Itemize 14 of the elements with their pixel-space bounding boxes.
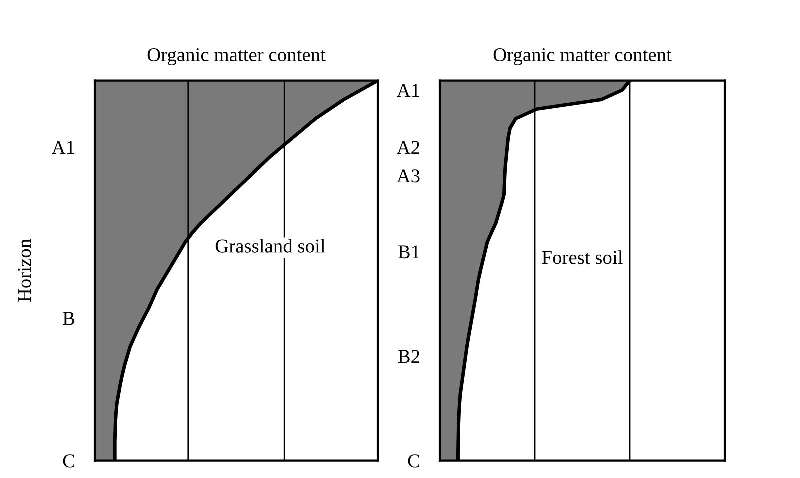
y-axis-title: Horizon: [18, 239, 32, 302]
y-tick-label: A2: [396, 141, 420, 154]
chart-title: Organic matter content: [494, 48, 672, 66]
y-tick-label: C: [408, 454, 420, 468]
y-tick-label: A3: [396, 170, 420, 183]
chart-title: Organic matter content: [148, 48, 326, 66]
annotation: Forest soil: [542, 250, 623, 264]
y-tick-label: C: [63, 454, 74, 468]
y-tick-label: B2: [398, 350, 420, 364]
y-tick-label: A1: [396, 84, 420, 98]
y-tick-label: A1: [52, 141, 74, 154]
annotation: Grassland soil: [216, 239, 326, 253]
y-tick-label: B: [63, 312, 75, 326]
y-tick-label: B1: [398, 246, 420, 259]
